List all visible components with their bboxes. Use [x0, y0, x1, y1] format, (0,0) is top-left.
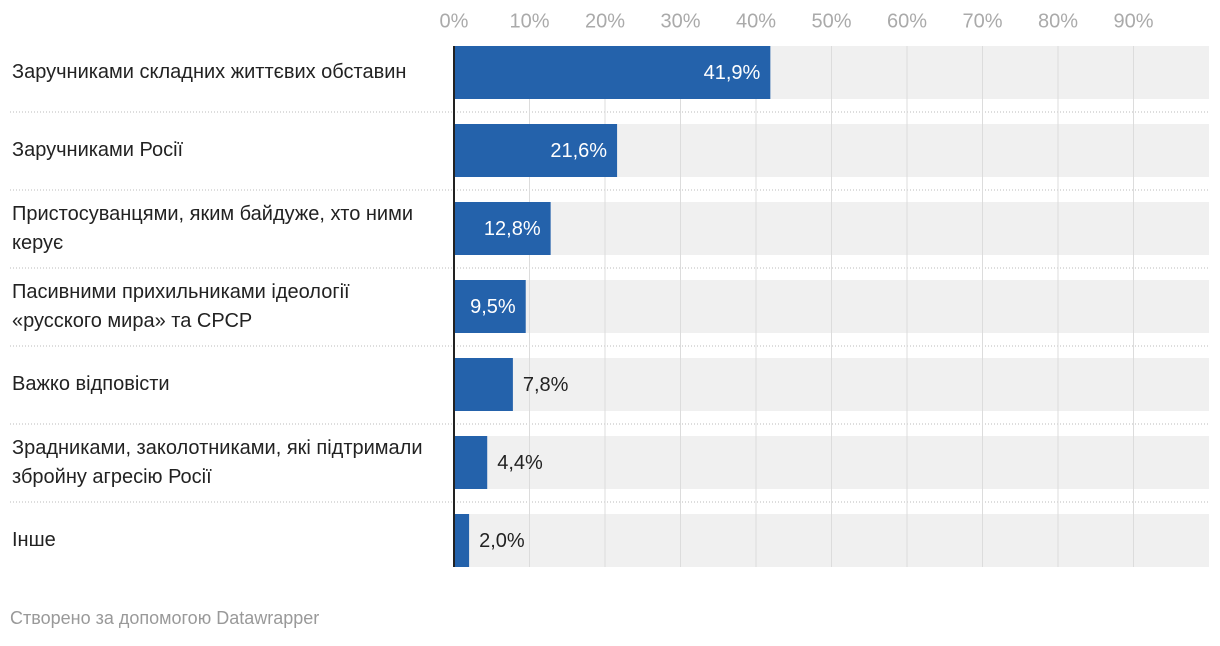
x-tick-label: 90% — [1113, 10, 1153, 32]
bar — [454, 514, 470, 567]
x-tick-label: 60% — [887, 10, 927, 32]
category-label: Заручниками Росії — [12, 139, 184, 161]
category-label: Зрадниками, заколотниками, які підтримал… — [12, 436, 423, 488]
value-label: 2,0% — [479, 530, 525, 552]
category-label: Заручниками складних життєвих обставин — [12, 61, 407, 83]
bar — [454, 202, 551, 255]
footer: Створено за допомогою Datawrapper — [10, 608, 320, 628]
x-tick-label: 80% — [1038, 10, 1078, 32]
value-label: 41,9% — [704, 62, 761, 84]
bar — [454, 358, 513, 411]
x-tick-label: 10% — [509, 10, 549, 32]
x-tick-label: 70% — [962, 10, 1002, 32]
bar — [454, 280, 526, 333]
bar — [454, 124, 618, 177]
value-label: 12,8% — [484, 218, 541, 240]
x-tick-label: 20% — [585, 10, 625, 32]
value-label: 4,4% — [497, 452, 543, 474]
category-label: Важко відповісти — [12, 373, 170, 395]
x-tick-label: 0% — [440, 10, 469, 32]
x-tick-label: 30% — [660, 10, 700, 32]
value-label: 9,5% — [470, 296, 516, 318]
x-tick-label: 50% — [811, 10, 851, 32]
bar — [454, 436, 488, 489]
category-label: Пристосуванцями, яким байдуже, хто ними … — [12, 202, 414, 254]
x-tick-label: 40% — [736, 10, 776, 32]
value-label: 7,8% — [523, 374, 569, 396]
category-label: Інше — [12, 529, 56, 551]
value-label: 21,6% — [550, 140, 607, 162]
category-label: Пасивними прихильниками ідеології «русск… — [12, 280, 350, 332]
bar — [454, 46, 771, 99]
